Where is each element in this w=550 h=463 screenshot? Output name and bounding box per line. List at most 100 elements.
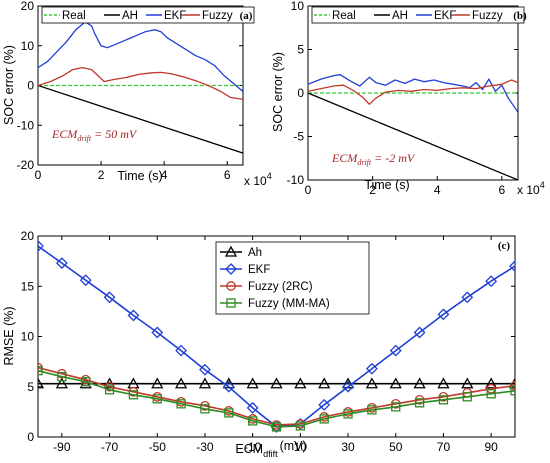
data-point (55, 257, 68, 270)
x-axis-label: Time (s) (364, 178, 409, 192)
data-point (295, 421, 306, 431)
data-point (222, 380, 235, 393)
data-point (246, 401, 259, 414)
y-tick-label: -10 (287, 173, 305, 187)
x-tick-label: 2 (369, 183, 376, 197)
data-point (200, 404, 210, 414)
y-axis-label: SOC error (%) (2, 45, 16, 125)
data-point (486, 383, 496, 394)
chart-panel-b: 0 2 4 6 -10 -5 0 5 10 Real AH EKF Fuzzy (b) SOC error … (271, 0, 545, 197)
data-point (224, 408, 234, 418)
x-tick-label: 10 (294, 440, 308, 454)
series-line-fuzzy (38, 66, 243, 101)
data-point (246, 377, 259, 389)
data-point (486, 389, 496, 399)
y-tick-label: 20 (21, 0, 35, 13)
legend-entry: EKF (248, 264, 270, 276)
data-point (509, 260, 515, 273)
x-tick-label: 0 (35, 168, 42, 182)
data-point (247, 416, 258, 426)
data-point (103, 291, 116, 304)
chart-panel-c: -90 -70 -50 -30 -10 10 30 50 70 90 0 5 10 15 20 Ah EKF Fu… (2, 229, 516, 459)
x-multiplier: x 104 (244, 171, 272, 188)
series-group (308, 74, 518, 180)
y-tick-label: 10 (21, 39, 35, 53)
data-point (438, 395, 449, 405)
legend-entry: AH (392, 10, 408, 22)
data-point (510, 386, 515, 396)
legend-entry: EKF (164, 10, 186, 22)
series-line-ah (308, 92, 518, 180)
series-line-fuzzy-2rc- (38, 366, 515, 426)
y-tick-label: 20 (21, 229, 35, 243)
y-axis-label: RMSE (%) (2, 306, 16, 365)
x-axis-label: ECMdfift(mV) (235, 439, 306, 459)
legend-entry: Fuzzy (472, 10, 503, 22)
data-point (152, 394, 162, 404)
series-group (38, 21, 243, 154)
legend-marker (224, 245, 238, 257)
data-point (510, 380, 515, 391)
legend-entry: Fuzzy (MM-MA) (248, 298, 330, 310)
data-point (198, 377, 212, 389)
data-point (461, 291, 474, 304)
y-tick-label: 15 (21, 279, 35, 293)
data-point (485, 377, 498, 389)
chart-panel-a: 0 2 4 6 -20 -10 0 10 20 Real AH EKF Fuzzy (a) SOC erro… (2, 0, 272, 188)
y-axis-label: SOC error (%) (271, 52, 285, 132)
y-tick-label: -10 (17, 118, 35, 132)
data-point (319, 414, 329, 424)
x-axis-label: Time (s) (117, 169, 162, 183)
x-tick-label: -70 (101, 440, 119, 454)
data-point (128, 390, 139, 400)
panel-label: (c) (498, 240, 511, 252)
drift-annotation: ECMdrift = 50 mV (51, 127, 138, 143)
y-tick-label: 5 (297, 43, 304, 57)
legend-marker (226, 281, 236, 291)
data-point (294, 377, 307, 389)
x-tick-label: 70 (437, 440, 451, 454)
x-tick-label: 6 (499, 183, 506, 197)
data-point (38, 240, 44, 252)
data-point (270, 377, 283, 389)
legend-entry: Fuzzy (202, 10, 233, 22)
legend-box (215, 241, 370, 315)
y-tick-label: 0 (27, 430, 34, 444)
data-point (38, 366, 43, 376)
x-tick-label: -10 (244, 440, 262, 454)
data-point (389, 377, 402, 389)
x-tick-label: 0 (305, 183, 312, 197)
data-point (485, 275, 498, 288)
x-tick-label: 6 (224, 168, 231, 182)
x-tick-label: 50 (389, 440, 403, 454)
data-point (79, 274, 92, 287)
legend-entry: Real (62, 10, 86, 22)
y-tick-label: 0 (297, 86, 304, 100)
data-point (151, 326, 164, 339)
data-point (437, 308, 450, 321)
x-tick-label: -90 (53, 440, 71, 454)
data-point (175, 344, 188, 357)
data-point (318, 377, 331, 389)
legend-entry: Ah (248, 247, 262, 259)
data-point (199, 363, 211, 376)
series-line-ekf (308, 74, 518, 113)
data-point (367, 405, 377, 415)
data-point (413, 377, 426, 389)
data-point (437, 377, 450, 389)
data-point (391, 402, 401, 412)
series-line-fuzzy-mm-ma- (38, 369, 515, 428)
x-multiplier: x 104 (517, 180, 545, 197)
legend-entry: Real (332, 10, 356, 22)
data-point (57, 372, 67, 382)
data-point (104, 385, 115, 395)
data-point (176, 399, 186, 409)
y-tick-label: -5 (293, 130, 304, 144)
data-point (462, 392, 472, 402)
series-line-fuzzy (308, 79, 518, 105)
data-point (318, 398, 331, 411)
data-point (389, 344, 402, 357)
panel-label: (a) (240, 10, 253, 22)
data-point (38, 377, 45, 389)
